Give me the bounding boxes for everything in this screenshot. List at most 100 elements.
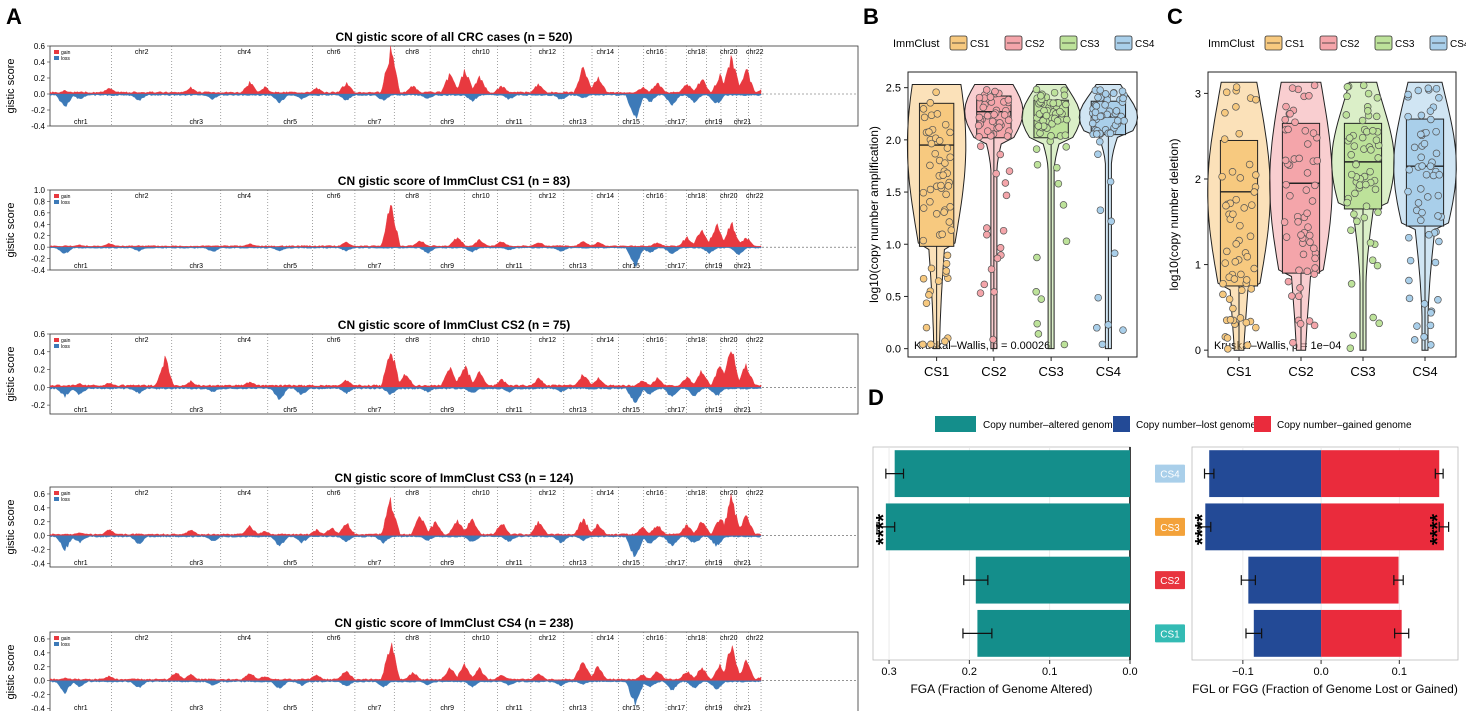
chr-label: chr7 (368, 407, 382, 414)
y-tick-label: -0.2 (31, 255, 45, 264)
y-tick-label: 0.0 (34, 243, 46, 252)
data-point (1232, 240, 1240, 248)
chr-label: chr19 (705, 263, 723, 270)
y-tick-label: 1.0 (34, 186, 46, 195)
data-point (1347, 151, 1355, 159)
data-point (1343, 83, 1352, 91)
data-point (1037, 295, 1046, 303)
data-point (1301, 127, 1310, 135)
chr-label: chr20 (720, 490, 738, 497)
data-point (1246, 232, 1255, 241)
chr-label: chr8 (405, 635, 419, 642)
violin-cs2 (1269, 81, 1333, 351)
data-point (1222, 201, 1230, 210)
data-point (1431, 258, 1440, 267)
data-point (1104, 321, 1113, 329)
data-point (946, 153, 954, 161)
chr-label: chr18 (688, 337, 706, 344)
data-point (1294, 218, 1302, 226)
y-tick-label: 0.2 (34, 518, 46, 527)
data-point (995, 123, 1003, 132)
lost-bar-cs2 (1248, 556, 1322, 604)
data-point (1371, 185, 1380, 194)
legend-loss-swatch (54, 56, 59, 60)
chr-label: chr15 (622, 407, 640, 414)
chr-label: chr1 (74, 263, 88, 270)
gistic-ylabel: gistic score (5, 644, 17, 699)
chr-label: chr21 (734, 560, 752, 567)
data-point (1406, 256, 1415, 265)
fga-x-tick-label: 0.2 (962, 666, 977, 678)
y-tick-label: 0.2 (34, 232, 46, 241)
data-point (1120, 117, 1128, 125)
chr-label: chr7 (368, 119, 382, 126)
data-point (1368, 256, 1377, 264)
legend-label-cs4: CS4 (1135, 39, 1155, 50)
y-tick-label: 0.4 (34, 220, 46, 229)
chr-label: chr6 (327, 490, 341, 497)
legend-gain-label: gain (61, 338, 71, 344)
data-point (1220, 135, 1229, 143)
data-point (1053, 163, 1061, 172)
data-point (941, 120, 950, 129)
chr-label: chr6 (327, 49, 341, 56)
data-point (1050, 88, 1059, 97)
data-point (983, 111, 992, 120)
data-point (925, 291, 933, 299)
legend-label-cs3: CS3 (1080, 39, 1100, 50)
violin-cs1 (906, 84, 967, 350)
legend-loss-swatch (54, 642, 59, 646)
data-point (1119, 326, 1127, 334)
data-point (1410, 336, 1419, 344)
category-badge-cs4 (1155, 464, 1185, 483)
data-point (1304, 140, 1312, 148)
gistic-panel-5: CN gistic score of ImmClust CS4 (n = 238… (5, 616, 859, 711)
data-point (1417, 111, 1426, 120)
data-point (1004, 96, 1013, 104)
legend-loss-label: loss (61, 497, 70, 503)
chr-label: chr12 (539, 49, 557, 56)
chr-label: chr18 (688, 635, 706, 642)
data-point (987, 265, 996, 273)
chr-label: chr16 (646, 193, 664, 200)
gistic-frame (49, 189, 859, 271)
chr-label: chr16 (646, 635, 664, 642)
legend-gain-swatch (54, 338, 59, 342)
data-point (1226, 316, 1235, 324)
legend-gain-label: gain (61, 50, 71, 56)
chr-label: chr5 (283, 119, 297, 126)
gistic-title: CN gistic score of ImmClust CS2 (n = 75) (338, 318, 570, 332)
data-point (1426, 321, 1435, 330)
data-point (1310, 270, 1319, 278)
data-point (1358, 133, 1367, 142)
data-point (943, 144, 952, 152)
fga-x-tick-label: 0.0 (1122, 666, 1137, 678)
data-point (1311, 181, 1319, 190)
data-point (1434, 212, 1442, 220)
data-point (1063, 115, 1071, 124)
loss-area (49, 246, 762, 268)
data-point (976, 142, 985, 150)
data-point (1282, 233, 1291, 241)
data-point (1347, 226, 1355, 234)
data-point (919, 105, 928, 113)
fgl-x-tick-label: −0.1 (1232, 666, 1254, 678)
panel-label-b: B (863, 4, 879, 29)
y-tick-label: 0.2 (34, 74, 46, 83)
data-point (943, 251, 952, 260)
chr-label: chr17 (668, 119, 686, 126)
data-point (1281, 156, 1290, 165)
violin-cs4 (1393, 81, 1457, 351)
chr-label: chr14 (596, 635, 614, 642)
gained-bar-cs3 (1321, 503, 1444, 551)
data-point (939, 171, 947, 179)
data-point (1236, 174, 1245, 182)
y-tick-label: 2.5 (886, 83, 901, 95)
chr-label: chr8 (405, 193, 419, 200)
data-point (1004, 116, 1013, 124)
data-point (1366, 239, 1375, 247)
data-point (1373, 261, 1382, 270)
chr-label: chr17 (668, 705, 686, 711)
data-point (1282, 102, 1290, 111)
chr-label: chr11 (506, 119, 523, 126)
